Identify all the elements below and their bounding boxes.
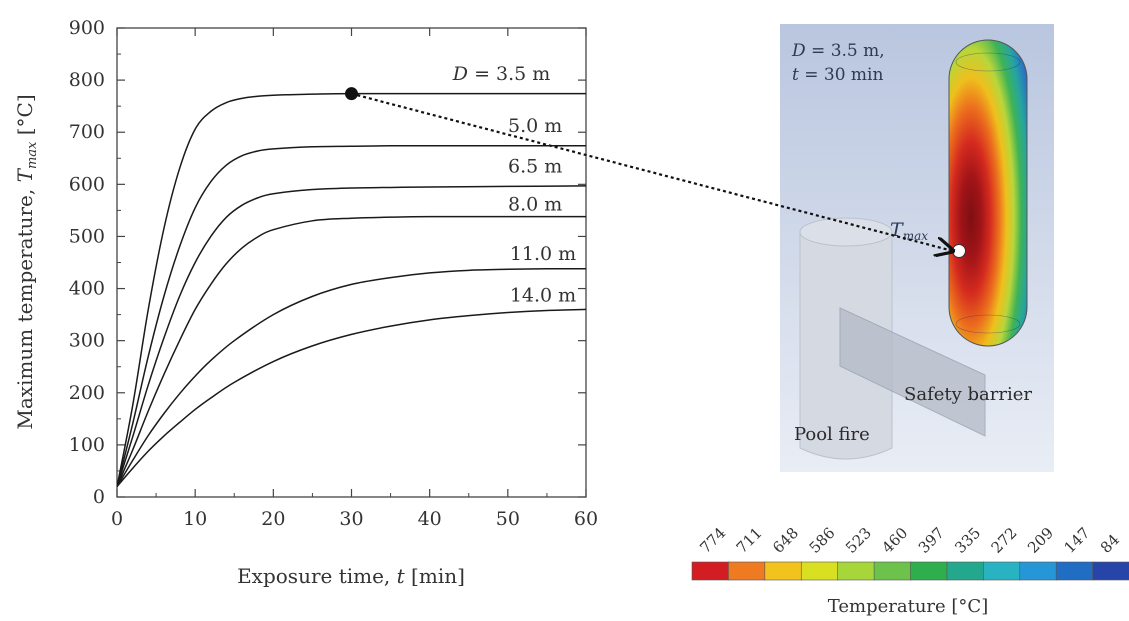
colorbar-swatch-8 (983, 561, 1021, 581)
x-tick-label: 30 (339, 508, 363, 530)
colorbar-swatch-1 (728, 561, 766, 581)
colorbar-swatch-4 (837, 561, 875, 581)
x-tick-label: 0 (111, 508, 123, 530)
series-line-3 (117, 215, 586, 487)
series-line-2 (117, 185, 586, 487)
colorbar-swatch-11 (1092, 561, 1129, 581)
x-tick-label: 10 (183, 508, 207, 530)
colorbar-tick: 397 (915, 524, 948, 557)
series-line-0 (117, 92, 586, 487)
tick-labels: 0 10 20 30 40 50 60010020030040050060070080090… (69, 17, 598, 530)
colorbar-tick: 523 (842, 524, 875, 557)
y-tick-label: 100 (69, 434, 105, 456)
y-tick-label: 400 (69, 278, 105, 300)
series-label-3: 8.0 m (508, 193, 562, 215)
series-line-1 (117, 144, 586, 487)
safety-barrier-label: Safety barrier (904, 384, 1032, 405)
dotted-arrow (351, 92, 954, 251)
safety-barrier-shape (839, 307, 986, 437)
colorbar-tick: 648 (769, 524, 802, 557)
colorbar-tick: 711 (733, 524, 766, 557)
series-label-2: 6.5 m (508, 155, 562, 177)
colorbar (691, 561, 1129, 581)
y-tick-label: 800 (69, 69, 105, 91)
x-tick-label: 20 (261, 508, 285, 530)
highlight-point (345, 87, 358, 101)
x-axis-title: Exposure time, t [min] (237, 564, 465, 588)
colorbar-swatch-10 (1055, 561, 1094, 581)
series-label-5: 14.0 m (510, 285, 576, 307)
series-line-4 (117, 267, 586, 487)
colorbar-swatch-9 (1019, 561, 1057, 581)
axis-ticks (116, 27, 587, 498)
colorbar-tick: 774 (696, 524, 729, 557)
y-tick-label: 300 (69, 330, 105, 352)
colorbar-tick: 335 (951, 524, 984, 557)
colorbar-swatch-6 (910, 561, 948, 581)
series-label-1: 5.0 m (508, 115, 562, 137)
colorbar-title: Temperature [°C] (828, 596, 988, 617)
colorbar-tick-labels: 774 711 648 586 523 460 397 335 272 209 147 84 (696, 524, 1123, 557)
colorbar-swatch-3 (800, 561, 839, 581)
colorbar-tick: 209 (1024, 524, 1057, 557)
y-tick-label: 200 (69, 382, 105, 404)
x-tick-label: 50 (496, 508, 520, 530)
inset-panel: D = 3.5 m, t = 30 min Tmax Safety barrie… (780, 24, 1054, 472)
x-tick-label: 40 (418, 508, 442, 530)
y-tick-label: 900 (69, 17, 105, 39)
tmax-marker (952, 244, 966, 258)
y-tick-label: 600 (69, 173, 105, 195)
series-label-0: D = 3.5 m (452, 63, 551, 85)
series-line-5 (117, 308, 586, 488)
colorbar-swatch-5 (873, 561, 912, 581)
series-labels: D = 3.5 m 5.0 m 6.5 m 8.0 m 11.0 m 14.0 m (452, 63, 576, 306)
series-curves (117, 92, 586, 488)
series-label-4: 11.0 m (510, 243, 576, 265)
colorbar-tick: 147 (1061, 524, 1094, 557)
pool-fire-label: Pool fire (794, 424, 870, 445)
inset-annotation-line2: t = 30 min (792, 65, 883, 85)
colorbar-tick: 272 (988, 524, 1021, 557)
colorbar-swatch-2 (764, 561, 803, 581)
y-tick-label: 700 (69, 121, 105, 143)
inset-annotation: D = 3.5 m, (791, 41, 885, 61)
y-tick-label: 0 (93, 486, 105, 508)
colorbar-tick: 460 (878, 524, 911, 557)
y-tick-label: 500 (69, 225, 105, 247)
x-tick-label: 60 (574, 508, 598, 530)
colorbar-tick: 586 (806, 524, 839, 557)
tank-shape (948, 39, 1028, 347)
colorbar-swatch-0 (691, 561, 730, 581)
colorbar-tick: 84 (1097, 531, 1123, 557)
y-axis-title: Maximum temperature, Tmax [°C] (13, 94, 40, 429)
colorbar-swatch-7 (946, 561, 985, 581)
